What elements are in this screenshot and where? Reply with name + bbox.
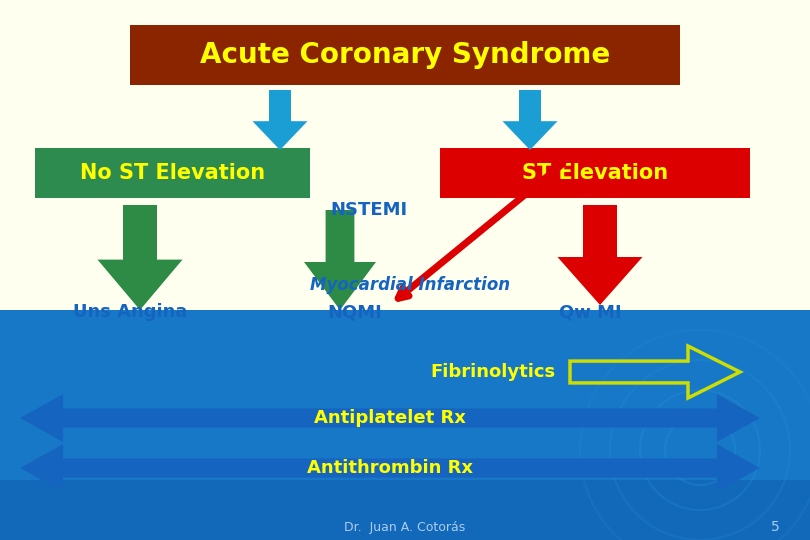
Text: Fibrinolytics: Fibrinolytics — [430, 363, 555, 381]
Bar — [130, 25, 680, 85]
Text: NQMI: NQMI — [327, 303, 382, 321]
Polygon shape — [20, 444, 760, 492]
Bar — [0, 480, 810, 540]
Text: ST Elevation: ST Elevation — [522, 163, 668, 183]
Polygon shape — [304, 210, 376, 310]
Polygon shape — [557, 205, 642, 305]
Text: Myocardial Infarction: Myocardial Infarction — [310, 276, 510, 294]
Text: Antithrombin Rx: Antithrombin Rx — [307, 459, 473, 477]
Text: Qw MI: Qw MI — [559, 303, 621, 321]
Polygon shape — [20, 394, 760, 442]
Polygon shape — [253, 90, 308, 150]
Text: No ST Elevation: No ST Elevation — [80, 163, 265, 183]
Polygon shape — [97, 205, 182, 310]
Text: 5: 5 — [770, 520, 779, 534]
Bar — [35, 148, 310, 198]
Bar — [0, 0, 810, 310]
Polygon shape — [502, 90, 557, 150]
Bar — [0, 310, 810, 540]
Text: NSTEMI: NSTEMI — [330, 201, 407, 219]
Text: Dr.  Juan A. Cotorás: Dr. Juan A. Cotorás — [344, 521, 466, 534]
Text: Uns Angina: Uns Angina — [73, 303, 187, 321]
Bar — [440, 148, 750, 198]
Text: Acute Coronary Syndrome: Acute Coronary Syndrome — [200, 41, 610, 69]
Text: Antiplatelet Rx: Antiplatelet Rx — [314, 409, 466, 427]
